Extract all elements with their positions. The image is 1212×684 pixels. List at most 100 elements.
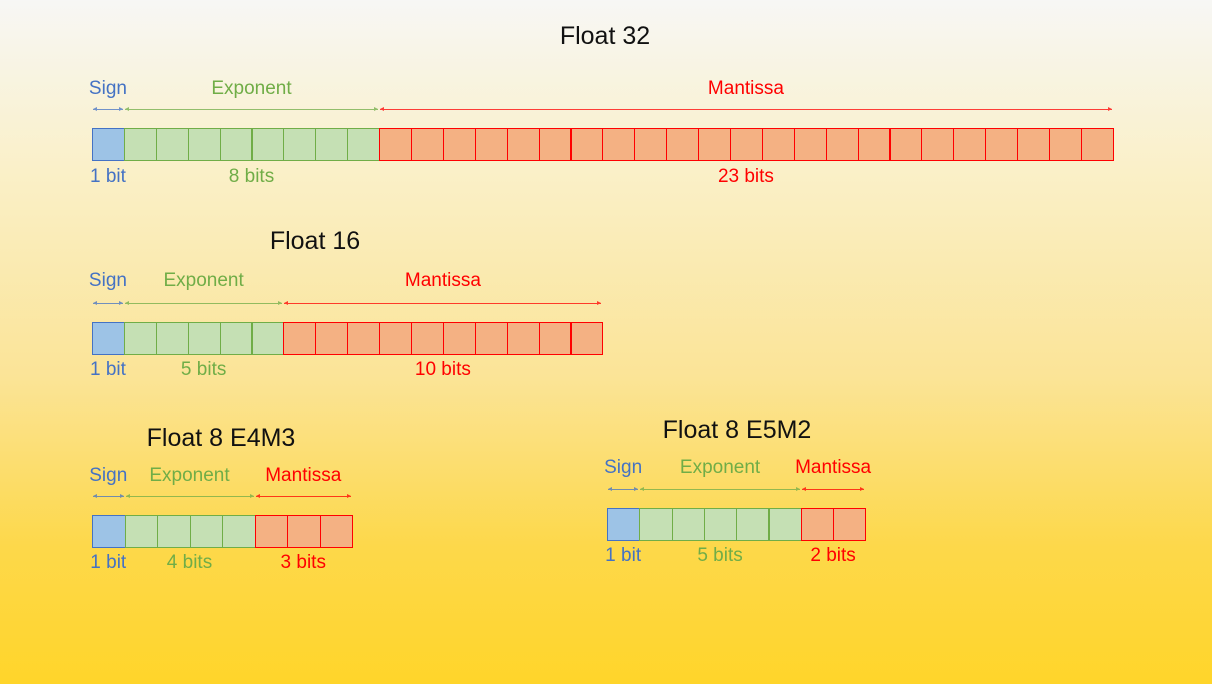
- format-title: Float 8 E4M3: [146, 424, 296, 452]
- exponent-bit-count: 5 bits: [180, 359, 227, 380]
- exponent-bit-cell: [157, 515, 191, 548]
- exponent-bit-cell: [251, 322, 285, 355]
- sign-bit-count: 1 bit: [89, 166, 126, 187]
- exponent-bit-cell: [768, 508, 802, 541]
- format-title: Float 16: [269, 227, 361, 255]
- mantissa-bit-cell: [570, 322, 604, 355]
- mantissa-label: Mantissa: [265, 465, 342, 486]
- exponent-label: Exponent: [163, 270, 244, 291]
- exponent-bit-cell: [219, 128, 253, 161]
- exponent-bit-cell: [283, 128, 317, 161]
- mantissa-bit-cell: [506, 128, 540, 161]
- mantissa-bit-cell: [1049, 128, 1082, 161]
- sign-bit-cell: [92, 515, 126, 548]
- exponent-bit-cell: [671, 508, 705, 541]
- mantissa-bit-cell: [411, 322, 444, 355]
- mantissa-bit-cell: [602, 128, 636, 161]
- mantissa-bit-cell: [857, 128, 891, 161]
- mantissa-bit-cell: [889, 128, 923, 161]
- mantissa-bit-count: 10 bits: [414, 359, 471, 380]
- mantissa-bit-cell: [283, 322, 317, 355]
- exponent-span-arrow: [125, 494, 254, 498]
- mantissa-bit-cell: [442, 322, 476, 355]
- mantissa-label: Mantissa: [404, 270, 481, 291]
- exponent-bit-cell: [315, 128, 349, 161]
- mantissa-bit-cell: [730, 128, 763, 161]
- mantissa-bit-cell: [474, 322, 508, 355]
- exponent-bit-cell: [123, 322, 157, 355]
- sign-bit-count: 1 bit: [605, 545, 642, 566]
- mantissa-bit-cell: [570, 128, 604, 161]
- mantissa-label: Mantissa: [707, 78, 784, 99]
- mantissa-bit-cell: [921, 128, 955, 161]
- exponent-bit-cell: [347, 128, 381, 161]
- mantissa-bit-cell: [474, 128, 508, 161]
- mantissa-bit-cell: [379, 322, 412, 355]
- mantissa-bit-cell: [953, 128, 987, 161]
- exponent-bit-count: 4 bits: [166, 552, 213, 573]
- sign-label: Sign: [604, 457, 643, 478]
- mantissa-bit-cell: [634, 128, 668, 161]
- mantissa-bit-cell: [793, 128, 827, 161]
- mantissa-span-arrow: [380, 107, 1112, 111]
- exponent-bit-cell: [123, 128, 157, 161]
- mantissa-bit-cell: [442, 128, 476, 161]
- exponent-bit-cell: [189, 515, 223, 548]
- mantissa-bit-cell: [506, 322, 540, 355]
- mantissa-bit-cell: [1017, 128, 1050, 161]
- exponent-span-arrow: [124, 107, 379, 111]
- mantissa-bit-count: 23 bits: [717, 166, 774, 187]
- mantissa-bit-cell: [666, 128, 700, 161]
- sign-label: Sign: [88, 270, 127, 291]
- mantissa-span-arrow: [801, 487, 865, 491]
- mantissa-bit-cell: [761, 128, 795, 161]
- exponent-label: Exponent: [149, 465, 230, 486]
- sign-label: Sign: [89, 465, 128, 486]
- mantissa-span-arrow: [284, 301, 602, 305]
- mantissa-bit-cell: [833, 508, 867, 541]
- exponent-label: Exponent: [211, 78, 292, 99]
- mantissa-bit-cell: [698, 128, 731, 161]
- sign-label: Sign: [88, 78, 127, 99]
- mantissa-bit-count: 3 bits: [280, 552, 326, 573]
- exponent-span-arrow: [124, 301, 283, 305]
- exponent-bit-cell: [703, 508, 738, 541]
- mantissa-bit-count: 2 bits: [810, 545, 856, 566]
- sign-bit-count: 1 bit: [90, 552, 127, 573]
- sign-bit-count: 1 bit: [89, 359, 126, 380]
- mantissa-span-arrow: [255, 494, 351, 498]
- exponent-bit-cell: [124, 515, 158, 548]
- exponent-span-arrow: [640, 487, 800, 491]
- exponent-label: Exponent: [679, 457, 761, 478]
- mantissa-bit-cell: [825, 128, 859, 161]
- exponent-bit-cell: [187, 128, 221, 161]
- exponent-bit-cell: [219, 322, 253, 355]
- exponent-bit-cell: [736, 508, 770, 541]
- exponent-bit-cell: [155, 322, 189, 355]
- mantissa-bit-cell: [347, 322, 381, 355]
- sign-bit-cell: [92, 322, 125, 355]
- mantissa-bit-cell: [315, 322, 349, 355]
- sign-span-arrow: [608, 487, 639, 491]
- sign-span-arrow: [93, 301, 123, 305]
- sign-bit-cell: [92, 128, 125, 161]
- mantissa-bit-cell: [538, 128, 572, 161]
- sign-span-arrow: [93, 494, 124, 498]
- mantissa-bit-cell: [1080, 128, 1114, 161]
- mantissa-bit-cell: [287, 515, 321, 548]
- mantissa-bit-cell: [411, 128, 444, 161]
- exponent-bit-cell: [251, 128, 285, 161]
- mantissa-label: Mantissa: [795, 457, 872, 478]
- mantissa-bit-cell: [254, 515, 288, 548]
- exponent-bit-count: 5 bits: [697, 545, 743, 566]
- mantissa-bit-cell: [538, 322, 572, 355]
- exponent-bit-cell: [155, 128, 189, 161]
- sign-span-arrow: [93, 107, 123, 111]
- mantissa-bit-cell: [379, 128, 412, 161]
- exponent-bit-cell: [187, 322, 221, 355]
- mantissa-bit-cell: [985, 128, 1019, 161]
- sign-bit-cell: [607, 508, 641, 541]
- exponent-bit-count: 8 bits: [228, 166, 275, 187]
- format-title: Float 8 E5M2: [662, 416, 812, 444]
- mantissa-bit-cell: [800, 508, 835, 541]
